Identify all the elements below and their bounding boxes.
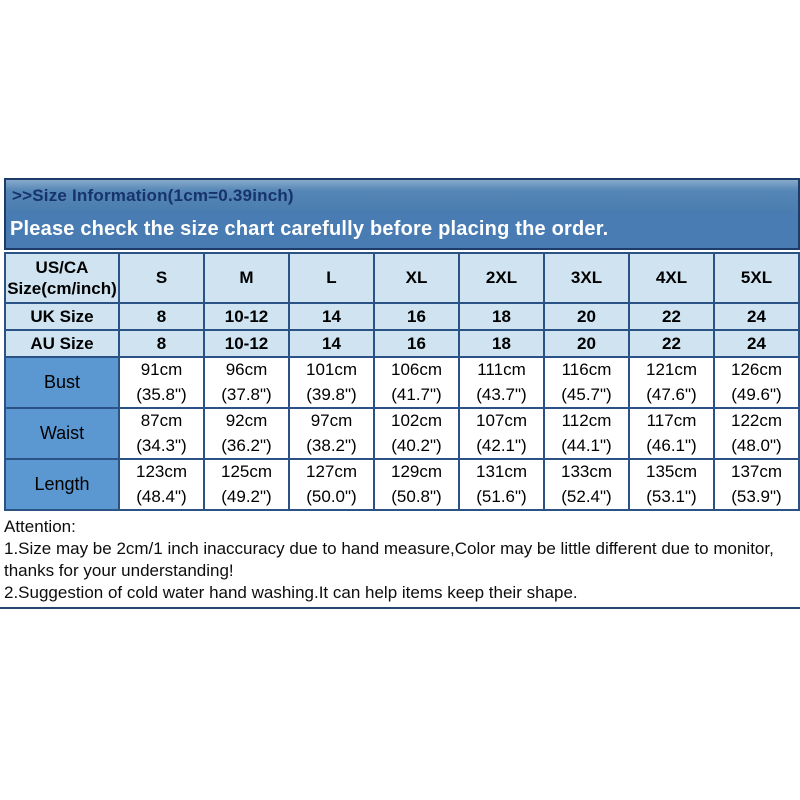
uk-size-label: UK Size bbox=[4, 302, 120, 331]
size-col-header-5xl: 5XL bbox=[713, 252, 800, 304]
au-size-row: AU Size 8 10-12 14 16 18 20 22 24 bbox=[4, 329, 800, 358]
size-col-header-4xl: 4XL bbox=[628, 252, 715, 304]
top-whitespace bbox=[0, 0, 800, 178]
size-info-banner: >>Size Information(1cm=0.39inch) Please … bbox=[4, 178, 800, 250]
waist-cell: 122cm (48.0") bbox=[713, 407, 800, 460]
waist-cell: 112cm (44.1") bbox=[543, 407, 630, 460]
waist-cell: 87cm (34.3") bbox=[118, 407, 205, 460]
bust-cell: 126cm (49.6") bbox=[713, 356, 800, 409]
waist-cell: 92cm (36.2") bbox=[203, 407, 290, 460]
au-size-label: AU Size bbox=[4, 329, 120, 358]
bust-cell: 106cm (41.7") bbox=[373, 356, 460, 409]
bottom-divider bbox=[0, 607, 800, 609]
waist-label: Waist bbox=[4, 407, 120, 460]
uk-size-value: 16 bbox=[373, 302, 460, 331]
length-cell: 125cm (49.2") bbox=[203, 458, 290, 511]
size-col-header-s: S bbox=[118, 252, 205, 304]
au-size-value: 14 bbox=[288, 329, 375, 358]
bust-cell: 91cm (35.8") bbox=[118, 356, 205, 409]
attention-notes: Attention: 1.Size may be 2cm/1 inch inac… bbox=[0, 516, 800, 604]
waist-cell: 102cm (40.2") bbox=[373, 407, 460, 460]
length-row: Length 123cm (48.4") 125cm (49.2") 127cm (5… bbox=[4, 458, 800, 511]
waist-row: Waist 87cm (34.3") 92cm (36.2") 97cm (38.2"… bbox=[4, 407, 800, 460]
bust-row: Bust 91cm (35.8") 96cm (37.8") 101cm (39.8"… bbox=[4, 356, 800, 409]
length-cell: 135cm (53.1") bbox=[628, 458, 715, 511]
au-size-value: 22 bbox=[628, 329, 715, 358]
uk-size-row: UK Size 8 10-12 14 16 18 20 22 24 bbox=[4, 302, 800, 331]
length-cell: 123cm (48.4") bbox=[118, 458, 205, 511]
au-size-value: 18 bbox=[458, 329, 545, 358]
bust-cell: 111cm (43.7") bbox=[458, 356, 545, 409]
uk-size-value: 8 bbox=[118, 302, 205, 331]
bust-cell: 96cm (37.8") bbox=[203, 356, 290, 409]
length-cell: 127cm (50.0") bbox=[288, 458, 375, 511]
length-cell: 131cm (51.6") bbox=[458, 458, 545, 511]
corner-label-line2: Size(cm/inch) bbox=[7, 279, 117, 298]
size-header-row: US/CA Size(cm/inch) S M L XL 2XL 3XL 4XL… bbox=[4, 252, 800, 304]
banner-subtitle: Please check the size chart carefully be… bbox=[6, 211, 798, 248]
size-col-header-m: M bbox=[203, 252, 290, 304]
au-size-value: 16 bbox=[373, 329, 460, 358]
waist-cell: 117cm (46.1") bbox=[628, 407, 715, 460]
bust-cell: 101cm (39.8") bbox=[288, 356, 375, 409]
uk-size-value: 20 bbox=[543, 302, 630, 331]
uk-size-value: 10-12 bbox=[203, 302, 290, 331]
waist-cell: 97cm (38.2") bbox=[288, 407, 375, 460]
attention-note-1: 1.Size may be 2cm/1 inch inaccuracy due … bbox=[4, 539, 774, 558]
au-size-value: 8 bbox=[118, 329, 205, 358]
size-col-header-3xl: 3XL bbox=[543, 252, 630, 304]
corner-cell: US/CA Size(cm/inch) bbox=[4, 252, 120, 304]
length-cell: 129cm (50.8") bbox=[373, 458, 460, 511]
size-col-header-xl: XL bbox=[373, 252, 460, 304]
length-cell: 133cm (52.4") bbox=[543, 458, 630, 511]
au-size-value: 24 bbox=[713, 329, 800, 358]
size-col-header-l: L bbox=[288, 252, 375, 304]
banner-title: >>Size Information(1cm=0.39inch) bbox=[6, 180, 798, 211]
length-label: Length bbox=[4, 458, 120, 511]
uk-size-value: 24 bbox=[713, 302, 800, 331]
attention-note-2: 2.Suggestion of cold water hand washing.… bbox=[4, 583, 578, 602]
attention-note-1-cont: thanks for your understanding! bbox=[4, 561, 234, 580]
au-size-value: 10-12 bbox=[203, 329, 290, 358]
size-col-header-2xl: 2XL bbox=[458, 252, 545, 304]
au-size-value: 20 bbox=[543, 329, 630, 358]
waist-cell: 107cm (42.1") bbox=[458, 407, 545, 460]
uk-size-value: 18 bbox=[458, 302, 545, 331]
attention-heading: Attention: bbox=[4, 517, 76, 536]
size-table: US/CA Size(cm/inch) S M L XL 2XL 3XL 4XL… bbox=[4, 252, 800, 511]
bust-cell: 116cm (45.7") bbox=[543, 356, 630, 409]
uk-size-value: 14 bbox=[288, 302, 375, 331]
uk-size-value: 22 bbox=[628, 302, 715, 331]
bust-label: Bust bbox=[4, 356, 120, 409]
length-cell: 137cm (53.9") bbox=[713, 458, 800, 511]
bust-cell: 121cm (47.6") bbox=[628, 356, 715, 409]
corner-label-line1: US/CA bbox=[35, 257, 89, 277]
